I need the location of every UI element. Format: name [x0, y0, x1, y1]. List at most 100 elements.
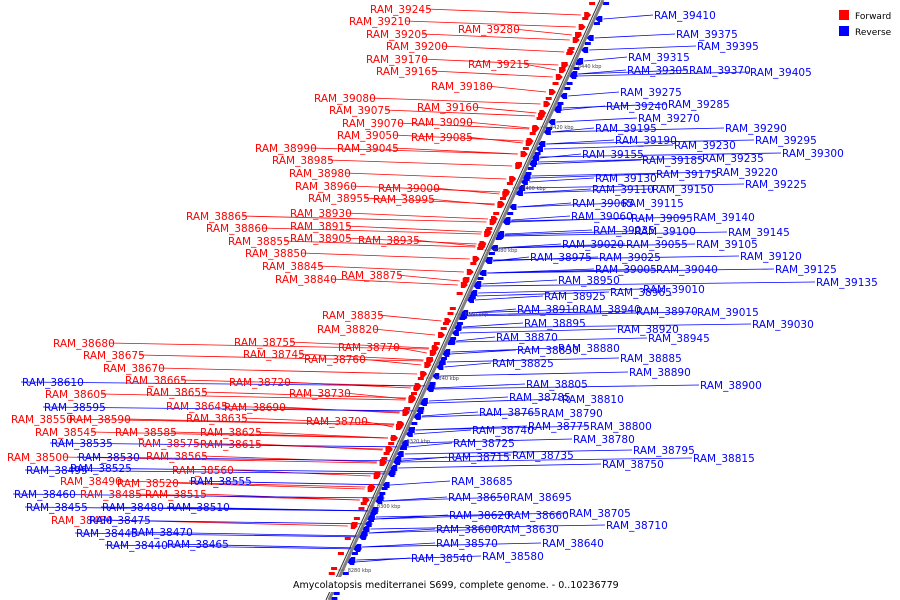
forward-gene-label[interactable]: RAM_38840 — [275, 274, 337, 286]
forward-gene-label[interactable]: RAM_39180 — [431, 81, 493, 93]
reverse-gene-label[interactable]: RAM_39410 — [654, 10, 716, 22]
reverse-gene-label[interactable]: RAM_38540 — [411, 553, 473, 565]
reverse-gene-label[interactable]: RAM_38750 — [602, 459, 664, 471]
reverse-gene-label[interactable]: RAM_38940 — [579, 304, 641, 316]
forward-gene-label[interactable]: RAM_38995 — [373, 194, 435, 206]
reverse-gene-label[interactable]: RAM_38830 — [517, 345, 579, 357]
reverse-gene-label[interactable]: RAM_38650 — [448, 492, 510, 504]
reverse-gene-label[interactable]: RAM_39240 — [606, 101, 668, 113]
reverse-gene-label[interactable]: RAM_39305 — [627, 65, 689, 77]
reverse-gene-label[interactable]: RAM_38945 — [648, 333, 710, 345]
reverse-gene-label[interactable]: RAM_38475 — [89, 515, 151, 527]
reverse-gene-label[interactable]: RAM_38795 — [633, 445, 695, 457]
forward-gene-label[interactable]: RAM_38635 — [186, 413, 248, 425]
reverse-gene-label[interactable]: RAM_38440 — [106, 540, 168, 552]
reverse-gene-label[interactable]: RAM_38595 — [44, 402, 106, 414]
forward-gene-label[interactable]: RAM_39075 — [329, 105, 391, 117]
forward-gene-label[interactable]: RAM_38645 — [166, 401, 228, 413]
reverse-gene-label[interactable]: RAM_39145 — [728, 227, 790, 239]
reverse-gene-label[interactable]: RAM_38480 — [102, 502, 164, 514]
forward-gene-label[interactable]: RAM_38490 — [60, 476, 122, 488]
reverse-gene-label[interactable]: RAM_38465 — [167, 539, 229, 551]
forward-gene-label[interactable]: RAM_38935 — [358, 235, 420, 247]
reverse-gene-label[interactable]: RAM_38970 — [636, 306, 698, 318]
reverse-gene-label[interactable]: RAM_38895 — [524, 318, 586, 330]
forward-gene-label[interactable]: RAM_39170 — [366, 54, 428, 66]
reverse-gene-label[interactable]: RAM_39115 — [622, 198, 684, 210]
forward-gene-label[interactable]: RAM_38655 — [146, 387, 208, 399]
reverse-gene-label[interactable]: RAM_38900 — [700, 380, 762, 392]
reverse-gene-label[interactable]: RAM_38630 — [497, 524, 559, 536]
forward-gene-label[interactable]: RAM_38485 — [80, 489, 142, 501]
reverse-gene-label[interactable]: RAM_38800 — [590, 421, 652, 433]
reverse-gene-label[interactable]: RAM_38580 — [482, 551, 544, 563]
forward-gene-label[interactable]: RAM_38520 — [117, 478, 179, 490]
forward-gene-label[interactable]: RAM_38850 — [245, 248, 307, 260]
reverse-gene-label[interactable]: RAM_39150 — [652, 184, 714, 196]
reverse-gene-label[interactable]: RAM_39275 — [620, 87, 682, 99]
reverse-gene-label[interactable]: RAM_39040 — [656, 264, 718, 276]
reverse-gene-label[interactable]: RAM_39025 — [599, 252, 661, 264]
reverse-gene-label[interactable]: RAM_38965 — [610, 287, 672, 299]
forward-gene-label[interactable]: RAM_38745 — [243, 349, 305, 361]
reverse-gene-label[interactable]: RAM_38810 — [562, 394, 624, 406]
reverse-gene-label[interactable]: RAM_38925 — [544, 291, 606, 303]
forward-gene-label[interactable]: RAM_38550 — [11, 414, 73, 426]
reverse-gene-label[interactable]: RAM_39095 — [631, 213, 693, 225]
reverse-gene-label[interactable]: RAM_38460 — [14, 489, 76, 501]
reverse-gene-label[interactable]: RAM_38735 — [512, 450, 574, 462]
forward-gene-label[interactable]: RAM_38565 — [146, 451, 208, 463]
reverse-gene-label[interactable]: RAM_39185 — [642, 155, 704, 167]
forward-gene-label[interactable]: RAM_39200 — [386, 41, 448, 53]
reverse-gene-label[interactable]: RAM_38885 — [620, 353, 682, 365]
reverse-gene-label[interactable]: RAM_38685 — [451, 476, 513, 488]
reverse-gene-label[interactable]: RAM_39100 — [634, 226, 696, 238]
forward-gene-label[interactable]: RAM_38605 — [45, 389, 107, 401]
reverse-gene-label[interactable]: RAM_38975 — [530, 252, 592, 264]
reverse-gene-label[interactable]: RAM_38610 — [22, 377, 84, 389]
reverse-gene-label[interactable]: RAM_39405 — [750, 67, 812, 79]
reverse-gene-label[interactable]: RAM_39055 — [626, 239, 688, 251]
reverse-gene-label[interactable]: RAM_39135 — [816, 277, 878, 289]
forward-gene-label[interactable]: RAM_38855 — [228, 236, 290, 248]
reverse-gene-label[interactable]: RAM_39190 — [615, 135, 677, 147]
reverse-gene-label[interactable]: RAM_39295 — [755, 135, 817, 147]
forward-gene-label[interactable]: RAM_39085 — [411, 132, 473, 144]
forward-gene-label[interactable]: RAM_38760 — [304, 354, 366, 366]
reverse-gene-label[interactable]: RAM_39030 — [752, 319, 814, 331]
reverse-gene-label[interactable]: RAM_39105 — [696, 239, 758, 251]
reverse-gene-label[interactable]: RAM_38765 — [479, 407, 541, 419]
reverse-gene-label[interactable]: RAM_39120 — [740, 251, 802, 263]
reverse-gene-label[interactable]: RAM_38815 — [693, 453, 755, 465]
reverse-gene-label[interactable]: RAM_39230 — [674, 140, 736, 152]
forward-gene-label[interactable]: RAM_39280 — [458, 24, 520, 36]
forward-gene-label[interactable]: RAM_39215 — [468, 59, 530, 71]
forward-gene-label[interactable]: RAM_38585 — [115, 427, 177, 439]
reverse-gene-label[interactable]: RAM_38880 — [558, 343, 620, 355]
forward-gene-label[interactable]: RAM_38845 — [262, 261, 324, 273]
reverse-gene-label[interactable]: RAM_38600 — [436, 524, 498, 536]
reverse-gene-label[interactable]: RAM_39140 — [693, 212, 755, 224]
forward-gene-label[interactable]: RAM_39245 — [370, 4, 432, 16]
reverse-gene-label[interactable]: RAM_38535 — [51, 438, 113, 450]
reverse-gene-label[interactable]: RAM_39125 — [775, 264, 837, 276]
forward-gene-label[interactable]: RAM_38575 — [138, 438, 200, 450]
forward-gene-label[interactable]: RAM_38755 — [234, 337, 296, 349]
reverse-gene-label[interactable]: RAM_39110 — [592, 184, 654, 196]
reverse-gene-label[interactable]: RAM_39060 — [571, 211, 633, 223]
forward-gene-label[interactable]: RAM_38980 — [289, 168, 351, 180]
reverse-gene-label[interactable]: RAM_38530 — [78, 452, 140, 464]
reverse-gene-label[interactable]: RAM_38870 — [496, 332, 558, 344]
reverse-gene-label[interactable]: RAM_39290 — [725, 123, 787, 135]
forward-gene-label[interactable]: RAM_39210 — [349, 16, 411, 28]
reverse-gene-label[interactable]: RAM_39300 — [782, 148, 844, 160]
reverse-gene-label[interactable]: RAM_38620 — [449, 510, 511, 522]
forward-gene-label[interactable]: RAM_38990 — [255, 143, 317, 155]
reverse-gene-label[interactable]: RAM_38715 — [448, 452, 510, 464]
reverse-gene-label[interactable]: RAM_38660 — [507, 510, 569, 522]
reverse-gene-label[interactable]: RAM_39315 — [628, 52, 690, 64]
reverse-gene-label[interactable]: RAM_39010 — [643, 284, 705, 296]
reverse-gene-label[interactable]: RAM_38705 — [569, 508, 631, 520]
forward-gene-label[interactable]: RAM_38545 — [35, 427, 97, 439]
reverse-gene-label[interactable]: RAM_38805 — [526, 379, 588, 391]
